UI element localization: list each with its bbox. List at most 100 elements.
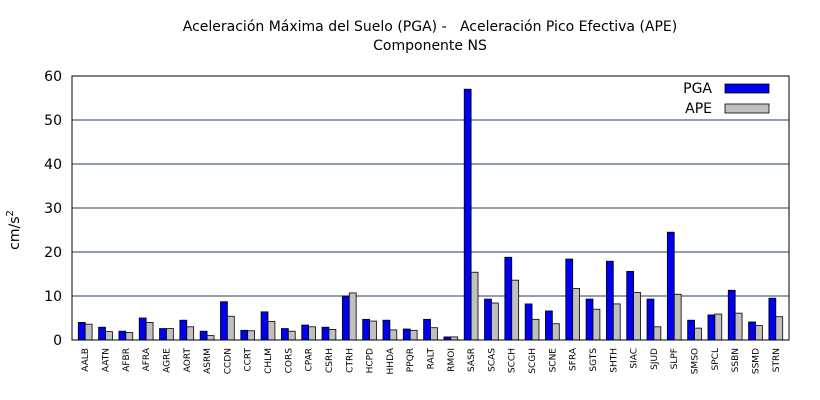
x-tick-label-sfra: SFRA	[569, 347, 579, 371]
bar-ape-ssmd	[755, 325, 763, 341]
y-axis-label: cm/s2	[5, 210, 23, 250]
x-tick-label-scne: SCNE	[548, 348, 558, 373]
bar-pga-slpf	[666, 231, 675, 341]
x-tick-label-aort: AORT	[183, 348, 193, 373]
x-tick-label-ralt: RALT	[427, 348, 437, 370]
x-tick-label-ccdn: CCDN	[223, 348, 233, 374]
legend-label-pga: PGA	[683, 81, 712, 97]
bar-pga-chlm	[260, 311, 269, 341]
bar-ape-sfra	[572, 288, 580, 341]
x-tick-label-hcpd: HCPD	[366, 348, 376, 373]
bar-ape-ppqr	[409, 329, 418, 341]
bar-pga-ccrt	[240, 329, 249, 341]
bar-pga-scch	[504, 256, 513, 341]
x-tick-label-cpar: CPAR	[305, 348, 315, 372]
bar-ape-scne	[551, 323, 560, 341]
bar-ape-csrh	[328, 329, 337, 341]
bar-ape-sasr	[470, 271, 479, 341]
x-tick-label-rmoi: RMOI	[447, 348, 457, 372]
x-tick-label-slpf: SLPF	[670, 348, 680, 369]
bar-pga-shth	[605, 260, 614, 341]
bar-pga-aatn	[98, 326, 106, 341]
plot-frame	[71, 75, 790, 341]
y-tick-label: 40	[44, 157, 62, 173]
bar-ape-agre	[166, 328, 174, 341]
bar-pga-sasr	[463, 88, 472, 341]
bar-ape-ralt	[430, 327, 438, 341]
x-tick-label-siac: SIAC	[630, 348, 640, 369]
bar-pga-siac	[626, 270, 635, 341]
legend-swatch-ape	[724, 103, 770, 114]
bar-pga-hcpd	[362, 318, 370, 341]
y-tick-label: 10	[44, 289, 62, 305]
bar-ape-hcpd	[369, 320, 377, 341]
x-tick-label-csrh: CSRH	[325, 348, 335, 373]
bar-ape-scch	[511, 279, 520, 341]
x-tick-label-shth: SHTH	[609, 348, 619, 373]
bar-ape-hhda	[389, 329, 398, 341]
bar-pga-ccdn	[220, 301, 228, 341]
x-tick-label-hhda: HHDA	[386, 347, 396, 374]
bar-ape-slpf	[673, 293, 682, 341]
bar-ape-cors	[287, 330, 296, 341]
bar-ape-ccrt	[247, 330, 256, 341]
bar-ape-sgts	[592, 308, 601, 341]
bar-ape-scgh	[531, 318, 540, 341]
legend: PGA APE	[683, 81, 770, 117]
legend-label-ape: APE	[685, 101, 712, 117]
bar-pga-ralt	[423, 318, 431, 341]
bar-ape-strn	[775, 316, 784, 341]
x-tick-label-sasr: SASR	[467, 348, 477, 372]
bar-ape-asrm	[206, 335, 215, 341]
x-tick-label-spcl: SPCL	[711, 348, 721, 370]
y-axis-label-text: cm/s	[7, 217, 23, 250]
bar-pga-aort	[179, 319, 188, 341]
x-tick-label-afbr: AFBR	[122, 348, 132, 372]
chart-subtitle: Componente NS	[373, 38, 487, 54]
bar-ape-shth	[612, 303, 621, 341]
bar-pga-smso	[687, 319, 695, 341]
bar-pga-ppqr	[402, 328, 411, 341]
y-axis-label-superscript: 2	[5, 210, 16, 216]
x-tick-label-agre: AGRE	[162, 348, 172, 373]
x-tick-label-ssmd: SSMD	[751, 348, 761, 374]
bar-ape-cpar	[308, 326, 316, 341]
bar-pga-aalb	[77, 321, 86, 341]
bar-pga-cpar	[301, 324, 310, 341]
chart-title: Aceleración Máxima del Suelo (PGA) - Ace…	[183, 19, 677, 35]
x-tick-label-ssbn: SSBN	[731, 348, 741, 372]
x-tick-label-smso: SMSO	[691, 348, 701, 374]
bar-ape-sjud	[653, 326, 662, 341]
x-tick-label-ctrh: CTRH	[345, 348, 355, 373]
bar-ape-ctrh	[348, 292, 357, 341]
x-tick-label-sjud: SJUD	[650, 348, 660, 370]
x-tick-label-scas: SCAS	[487, 348, 497, 372]
bar-ape-chlm	[267, 321, 276, 341]
bar-pga-sjud	[646, 298, 655, 341]
bar-ape-ssbn	[734, 312, 743, 341]
bar-pga-afbr	[118, 330, 127, 341]
bar-ape-afra	[145, 321, 154, 341]
bar-pga-scne	[545, 310, 553, 341]
bar-ape-aort	[186, 326, 195, 341]
bar-ape-ccdn	[226, 315, 235, 341]
bar-pga-csrh	[321, 326, 330, 341]
y-tick-label: 20	[44, 245, 62, 261]
x-tick-label-strn: STRN	[772, 348, 782, 372]
bar-pga-strn	[768, 297, 777, 341]
bar-pga-ctrh	[341, 295, 350, 341]
bar-pga-spcl	[707, 314, 716, 341]
x-tick-label-scch: SCCH	[508, 348, 518, 373]
bar-ape-smso	[694, 327, 702, 341]
y-tick-label: 0	[53, 333, 62, 349]
bar-ape-aalb	[84, 323, 93, 341]
y-tick-label: 30	[44, 201, 62, 217]
bar-pga-cors	[281, 328, 289, 341]
bar-pga-ssmd	[748, 321, 756, 341]
y-tick-label: 60	[44, 69, 62, 85]
x-tick-label-scgh: SCGH	[528, 348, 538, 374]
x-tick-label-ppqr: PPQR	[406, 348, 416, 372]
x-tick-label-sgts: SGTS	[589, 348, 599, 372]
bar-pga-afra	[138, 317, 147, 341]
x-tick-label-aatn: AATN	[102, 348, 112, 372]
